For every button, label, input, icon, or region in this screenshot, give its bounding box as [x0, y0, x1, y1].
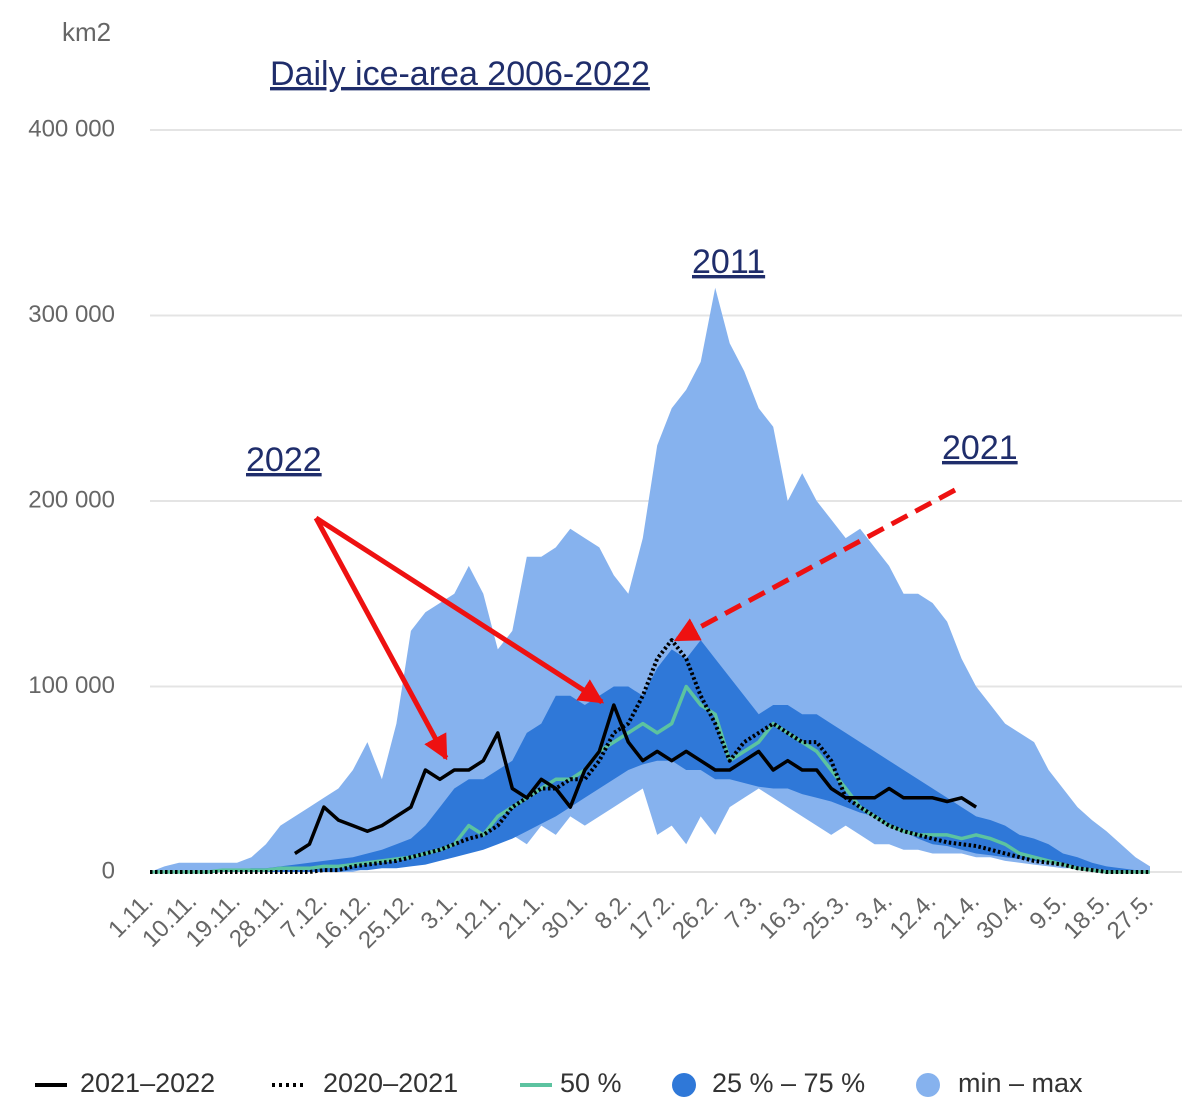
- line: [293, 703, 978, 855]
- arrow: [314, 515, 605, 705]
- chart-title: Daily ice-area 2006-2022: [270, 55, 650, 93]
- x-tick-label: 17.2.: [624, 888, 681, 945]
- x-tick-label: 30.1.: [537, 888, 594, 945]
- y-tick-label: 200 000: [28, 486, 115, 513]
- y-tick-label: 300 000: [28, 301, 115, 328]
- x-tick-label: 21.1.: [493, 888, 550, 945]
- x-tick-label: 18.5.: [1058, 888, 1115, 945]
- legend-label: 2020–2021: [323, 1068, 458, 1098]
- x-axis: 1.11.10.11.19.11.28.11.7.12.16.12.25.12.…: [103, 888, 1159, 954]
- x-tick-label: 16.3.: [754, 888, 811, 945]
- x-tick-label: 12.1.: [450, 888, 507, 945]
- y-tick-label: 100 000: [28, 672, 115, 699]
- annotation: 2022: [246, 441, 322, 479]
- legend-marker: [916, 1073, 940, 1097]
- plot-area: [150, 287, 1150, 874]
- legend-label: 50 %: [560, 1068, 622, 1098]
- x-tick-label: 25.3.: [798, 888, 855, 945]
- x-tick-label: 30.4.: [971, 888, 1028, 945]
- x-tick-label: 26.2.: [667, 888, 724, 945]
- arrows: [313, 487, 957, 761]
- x-tick-label: 12.4.: [884, 888, 941, 945]
- band: [150, 287, 1150, 872]
- annotation: 2011: [692, 243, 765, 281]
- legend-label: 2021–2022: [80, 1068, 215, 1098]
- y-axis-unit: km2: [62, 17, 111, 47]
- legend-label: min – max: [958, 1068, 1083, 1098]
- line: [150, 684, 1150, 874]
- x-tick-label: 21.4.: [928, 888, 985, 945]
- x-tick-label: 27.5.: [1102, 888, 1159, 945]
- line: [150, 638, 1150, 874]
- arrow: [313, 516, 449, 761]
- legend: 2021–2022 2020–2021 50 % 25 % – 75 % min – m…: [35, 1068, 1083, 1098]
- y-tick-label: 0: [102, 857, 115, 884]
- annotation: 2021: [942, 429, 1018, 467]
- legend-marker: [672, 1073, 696, 1097]
- y-tick-label: 400 000: [28, 115, 115, 142]
- legend-label: 25 % – 75 %: [712, 1068, 865, 1098]
